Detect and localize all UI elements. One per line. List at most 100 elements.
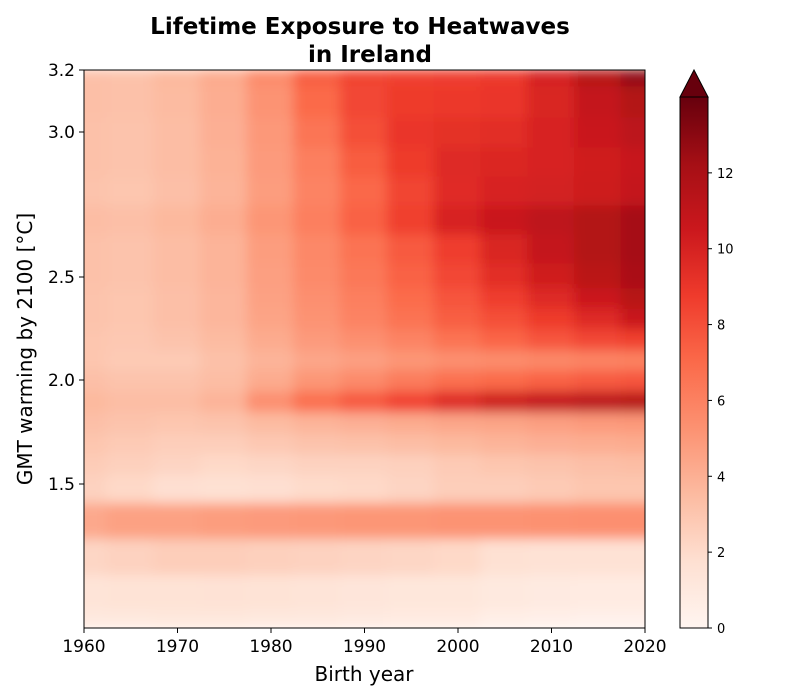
heatmap-cell	[480, 472, 530, 503]
heatmap-cell	[620, 203, 645, 235]
heatmap-cell	[573, 286, 623, 309]
heatmap-cell	[620, 573, 645, 611]
y-tick-label: 2.0	[48, 371, 75, 391]
heatmap-cell	[527, 327, 576, 351]
heatmap-cell	[433, 368, 483, 392]
heatmap-cell	[527, 70, 576, 87]
heatmap-cell	[527, 145, 576, 177]
heatmap-cell	[480, 609, 530, 628]
heatmap-cell	[293, 472, 343, 503]
heatmap-cell	[199, 115, 249, 148]
colorbar-tick-label: 4	[717, 470, 725, 485]
heatmap-cell	[106, 451, 156, 475]
heatmap-cell	[386, 472, 436, 503]
heatmap-cell	[480, 327, 530, 351]
heatmap-cell	[340, 232, 389, 264]
heatmap-cell	[153, 368, 202, 392]
heatmap-cell	[620, 145, 645, 177]
heatmap-cell	[199, 431, 249, 454]
heatmap-cell	[386, 70, 436, 87]
heatmap-cell	[153, 609, 202, 628]
heatmap-cell	[433, 537, 483, 575]
heatmap-cell	[386, 306, 436, 330]
heatmap-cell	[293, 84, 343, 118]
heatmap-cell	[340, 501, 389, 539]
x-tick-label: 1970	[156, 637, 199, 657]
heatmap-cell	[246, 537, 296, 575]
heatmap-cell	[340, 203, 389, 235]
heatmap-cell	[573, 609, 623, 628]
heatmap-cell	[246, 472, 296, 503]
heatmap-cell	[386, 609, 436, 628]
heatmap-cell	[153, 451, 202, 475]
heatmap-cell	[573, 472, 623, 503]
colorbar-tick-label: 6	[717, 394, 725, 409]
heatmap-cell	[620, 410, 645, 433]
heatmap-cell	[84, 174, 109, 206]
heatmap-cell	[199, 327, 249, 351]
heatmap-cell	[153, 472, 202, 503]
heatmap-cell	[106, 368, 156, 392]
heatmap-cell	[246, 410, 296, 433]
heatmap-cell	[153, 203, 202, 235]
heatmap-cell	[386, 84, 436, 118]
heatmap-cell	[153, 501, 202, 539]
heatmap-cell	[386, 431, 436, 454]
heatmap-cell	[340, 389, 389, 413]
heatmap-cell	[84, 501, 109, 539]
heatmap-cell	[620, 327, 645, 351]
heatmap-cell	[293, 348, 343, 371]
heatmap-cell	[573, 368, 623, 392]
x-axis-label: Birth year	[315, 662, 415, 686]
heatmap-cell	[106, 174, 156, 206]
heatmap-cell	[246, 306, 296, 330]
x-tick-label: 1980	[249, 637, 292, 657]
heatmap-cell	[573, 70, 623, 87]
heatmap-cell	[106, 261, 156, 289]
heatmap-cell	[620, 261, 645, 289]
heatmap-cell	[573, 145, 623, 177]
heatmap-cell	[620, 306, 645, 330]
heatmap-cell	[386, 410, 436, 433]
heatmap-cell	[106, 84, 156, 118]
heatmap-cell	[293, 368, 343, 392]
heatmap-cell	[84, 70, 109, 87]
heatmap-cell	[340, 286, 389, 309]
colorbar-tick-label: 10	[717, 243, 734, 258]
heatmap-cell	[84, 537, 109, 575]
heatmap-cell	[480, 348, 530, 371]
heatmap-cell	[199, 261, 249, 289]
heatmap-cell	[246, 286, 296, 309]
heatmap-cell	[620, 609, 645, 628]
heatmap-cell	[340, 84, 389, 118]
colorbar-tick-label: 2	[717, 546, 725, 561]
heatmap-cell	[153, 431, 202, 454]
heatmap-cell	[527, 389, 576, 413]
heatmap-cell	[620, 431, 645, 454]
heatmap-cell	[527, 537, 576, 575]
y-tick-label: 3.2	[48, 61, 75, 81]
heatmap-cell	[153, 145, 202, 177]
heatmap-cell	[246, 174, 296, 206]
heatmap-cell	[433, 286, 483, 309]
heatmap-cell	[527, 203, 576, 235]
heatmap-cell	[433, 389, 483, 413]
x-tick-label: 2010	[530, 637, 573, 657]
heatmap-cell	[433, 609, 483, 628]
heatmap-cell	[433, 261, 483, 289]
heatmap-cell	[573, 261, 623, 289]
heatmap-cell	[480, 70, 530, 87]
heatmap-cell	[386, 451, 436, 475]
heatmap-cell	[386, 286, 436, 309]
heatmap-cell	[153, 232, 202, 264]
heatmap-cell	[246, 368, 296, 392]
x-axis: 1960 1970 1980 1990 2000 2010 2020	[62, 628, 667, 657]
heatmap-cell	[573, 174, 623, 206]
heatmap-cell	[199, 232, 249, 264]
heatmap-cell	[153, 174, 202, 206]
heatmap-cell	[293, 261, 343, 289]
heatmap-cell	[573, 537, 623, 575]
heatmap-cell	[246, 70, 296, 87]
heatmap-cell	[480, 501, 530, 539]
